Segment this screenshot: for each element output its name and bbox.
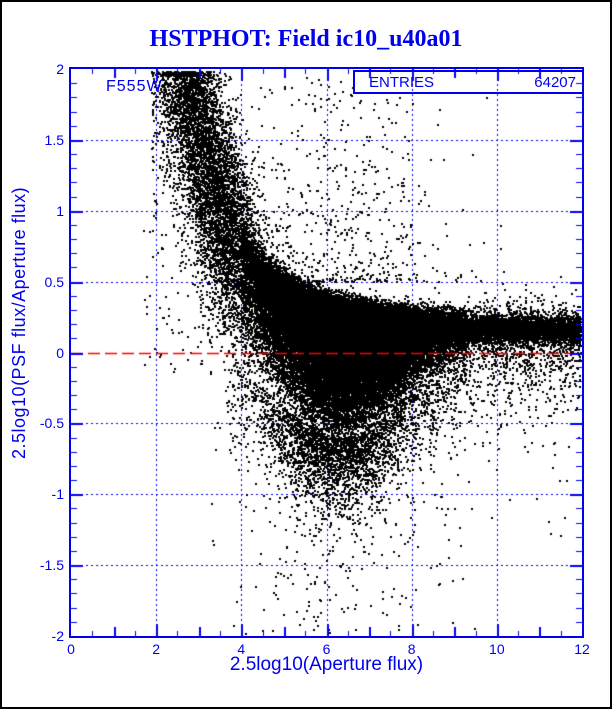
x-tick-label: 4: [237, 641, 246, 657]
y-tick-label: -0.5: [39, 415, 64, 432]
y-tick-label: -2: [51, 628, 64, 644]
filter-label: F555W: [106, 78, 163, 95]
y-tick-label: 0: [56, 344, 64, 361]
x-tick-label: 10: [489, 641, 505, 657]
y-tick-label: 2: [56, 61, 64, 77]
stats-box: ENTRIES 64207: [353, 70, 584, 94]
y-tick-label: 1: [56, 202, 64, 219]
stats-entries-label: ENTRIES: [369, 73, 435, 91]
x-tick-label: 2: [152, 641, 161, 657]
y-tick-label: 0.5: [44, 273, 64, 290]
x-tick-label: 8: [407, 641, 416, 657]
page-title: HSTPHOT: Field ic10_u40a01: [149, 26, 463, 52]
y-tick-label: -1.5: [39, 557, 64, 574]
y-tick-label: -1: [51, 486, 64, 503]
x-tick-label: 0: [67, 641, 75, 657]
x-tick-label: 12: [574, 641, 590, 657]
stats-entries-value: 64207: [534, 73, 576, 91]
plot-frame: [69, 67, 584, 638]
x-axis-title: 2.5log10(Aperture flux): [229, 654, 424, 675]
x-tick-label: 6: [322, 641, 331, 657]
y-tick-label: 1.5: [44, 131, 64, 148]
scatter-canvas: [71, 69, 582, 636]
